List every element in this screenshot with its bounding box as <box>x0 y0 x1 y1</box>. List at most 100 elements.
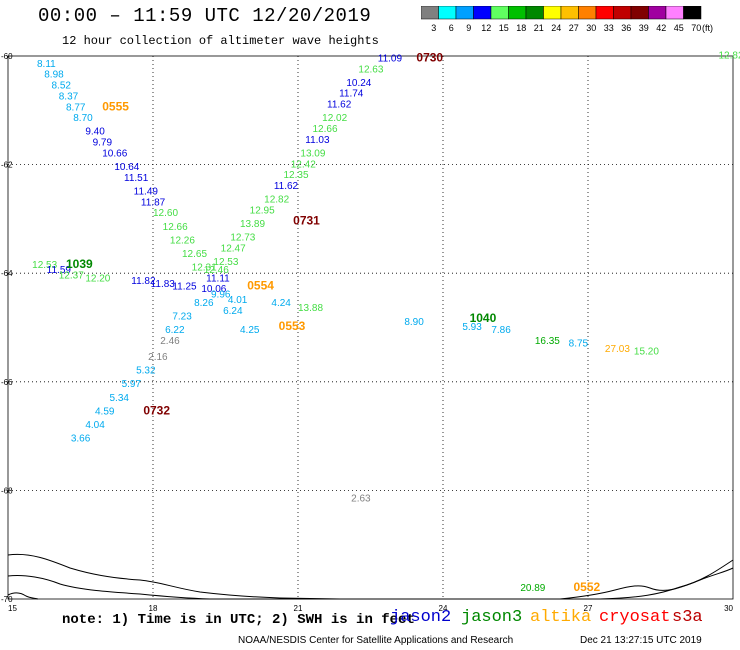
swh-value: 6.22 <box>165 325 185 336</box>
swh-value: 16.35 <box>535 336 560 347</box>
swh-value: 12.35 <box>284 170 309 181</box>
swh-value: 10.66 <box>102 148 127 159</box>
swh-value: 4.25 <box>240 325 260 336</box>
pass-time-label: 0552 <box>574 580 601 594</box>
swh-value: 9.79 <box>93 138 113 149</box>
swh-value: 12.53 <box>213 257 238 268</box>
legend-label: 39 <box>639 23 649 33</box>
legend-label: 9 <box>466 23 471 33</box>
swh-value: 11.87 <box>141 197 166 208</box>
legend-label: 27 <box>569 23 579 33</box>
swh-value: 8.90 <box>404 317 424 328</box>
swh-value: 12.60 <box>153 208 178 219</box>
swh-value: 12.65 <box>182 249 207 260</box>
satellite-s3a: s3a <box>672 608 703 627</box>
lat-label: -66 <box>1 378 13 387</box>
legend-label: 3 <box>431 23 436 33</box>
swh-value: 11.11 <box>206 273 230 284</box>
swh-value: 12.95 <box>250 205 275 216</box>
swh-value: 12.20 <box>85 273 110 284</box>
satellite-jason3: jason3 <box>461 608 523 627</box>
swh-value: 8.52 <box>52 81 72 92</box>
swh-value: 11.62 <box>274 181 299 192</box>
lat-label: -68 <box>1 486 13 495</box>
swh-value: 5.93 <box>462 322 482 333</box>
swh-value: 7.86 <box>491 325 511 336</box>
swh-value: 5.97 <box>122 379 142 390</box>
swh-value: 2.63 <box>351 493 371 504</box>
swh-value: 12.42 <box>291 159 316 170</box>
wave-height-color-legend: 3 6 9 12 15 18 21 24 27 30 33 36 39 42 45 70 (ft) <box>421 6 713 33</box>
swh-value: 12.26 <box>170 235 195 246</box>
lat-label: -60 <box>1 52 13 61</box>
legend-label: 30 <box>586 23 596 33</box>
legend-label: 42 <box>656 23 666 33</box>
lon-label: 15 <box>8 604 17 613</box>
satellite-altika: altika <box>530 608 592 627</box>
swh-value: 11.62 <box>327 100 352 111</box>
generated-timestamp: Dec 21 13:27:15 UTC 2019 <box>580 635 702 646</box>
swh-value: 11.09 <box>378 53 403 64</box>
swh-value: 2.16 <box>148 352 168 363</box>
swh-value: 8.26 <box>194 298 214 309</box>
coastline-inner <box>7 567 734 600</box>
swh-value: 27.03 <box>605 344 630 355</box>
swh-value: 12.66 <box>313 124 338 135</box>
map-title: 00:00 – 11:59 UTC 12/20/2019 <box>38 5 372 27</box>
map-frame <box>7 55 734 600</box>
swh-value: 12.63 <box>358 64 383 75</box>
swh-value: 12.82 <box>264 195 289 206</box>
satellite-cryosat: cryosat <box>599 608 671 627</box>
swh-value: 13.89 <box>240 219 265 230</box>
lon-label: 18 <box>149 604 158 613</box>
swh-value: 13.09 <box>300 148 325 159</box>
pass-time-label: 0554 <box>247 278 274 292</box>
legend-label: 24 <box>551 23 561 33</box>
antarctic-coastline <box>7 553 734 600</box>
footer-note: note: 1) Time is in UTC; 2) SWH is in fe… <box>62 612 415 628</box>
legend-swatch <box>683 6 702 20</box>
swh-value: 12.53 <box>32 260 57 271</box>
map-subtitle: 12 hour collection of altimeter wave hei… <box>62 34 379 48</box>
swh-value: 12.47 <box>221 243 246 254</box>
credit-line: NOAA/NESDIS Center for Satellite Applica… <box>238 635 514 646</box>
legend-label: 45 <box>674 23 684 33</box>
legend-label: 70 <box>691 23 701 33</box>
swh-value: 6.24 <box>223 306 243 317</box>
swh-value: 4.24 <box>271 298 291 309</box>
legend-unit: (ft) <box>702 23 713 33</box>
satellite-jason2: jason2 <box>390 608 452 627</box>
swh-value: 8.98 <box>44 70 64 81</box>
lat-label: -62 <box>1 161 13 170</box>
legend-label: 15 <box>499 23 509 33</box>
swh-value: 12.82 <box>719 51 740 62</box>
swh-value: 11.49 <box>134 186 159 197</box>
legend-label: 6 <box>449 23 454 33</box>
swh-value: 9.96 <box>211 290 231 301</box>
lon-label: 24 <box>439 604 448 613</box>
swh-value: 13.88 <box>298 303 323 314</box>
swh-value: 12.73 <box>230 233 255 244</box>
legend-label: 18 <box>516 23 526 33</box>
swh-value: 9.40 <box>85 127 105 138</box>
pass-time-label: 0732 <box>143 403 170 417</box>
swh-value: 4.01 <box>228 295 248 306</box>
swh-value: 15.20 <box>634 347 659 358</box>
swh-value: 4.59 <box>95 406 115 417</box>
swh-value: 10.24 <box>346 78 371 89</box>
swh-value: 20.89 <box>520 583 545 594</box>
swh-value: 5.34 <box>110 393 130 404</box>
swh-value: 2.46 <box>160 336 180 347</box>
lon-label: 30 <box>724 604 733 613</box>
swh-value: 5.32 <box>136 366 156 377</box>
coastline-islet <box>7 592 39 600</box>
lon-label: 21 <box>294 604 303 613</box>
pass-time-label: 0553 <box>279 319 306 333</box>
swh-value: 11.82 <box>131 276 156 287</box>
pass-time-label: 0730 <box>416 50 443 64</box>
swh-value: 10.06 <box>201 284 226 295</box>
swh-value: 4.04 <box>85 420 105 431</box>
swh-value: 7.23 <box>172 311 192 322</box>
pass-time-label: 0555 <box>102 99 129 113</box>
